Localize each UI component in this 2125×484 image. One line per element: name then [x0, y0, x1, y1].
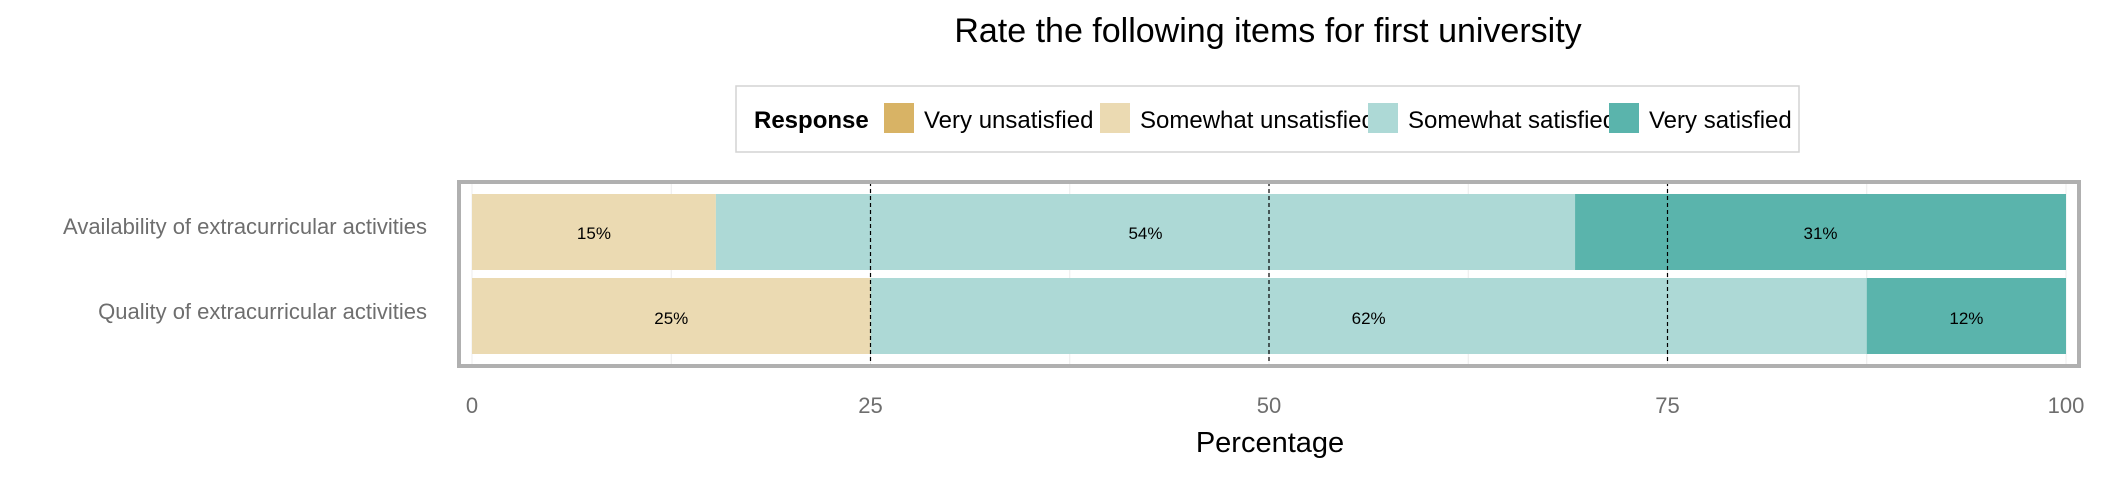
- x-tick-label: 0: [466, 393, 478, 418]
- bar-segment: [715, 194, 1576, 270]
- x-tick-label: 50: [1257, 393, 1281, 418]
- x-tick-label: 25: [858, 393, 882, 418]
- legend-label: Very unsatisfied: [924, 107, 1093, 134]
- bar-segment: [870, 278, 1867, 354]
- bar-segment: [1866, 278, 2066, 354]
- x-axis-title: Percentage: [1196, 427, 1344, 459]
- legend-label: Very satisfied: [1649, 107, 1792, 134]
- data-label: 25%: [654, 309, 688, 328]
- data-label: 62%: [1352, 309, 1386, 328]
- data-label: 31%: [1804, 224, 1838, 243]
- category-label: Quality of extracurricular activities: [98, 299, 427, 324]
- bar-segment: [472, 278, 871, 354]
- legend: Response Very unsatisfied Somewhat unsati…: [735, 85, 1800, 153]
- data-label: 12%: [1949, 309, 1983, 328]
- plot-frame: [457, 180, 2081, 368]
- legend-swatch: [1609, 103, 1639, 133]
- legend-swatch: [1100, 103, 1130, 133]
- chart-title: Rate the following items for first unive…: [954, 12, 1581, 50]
- x-tick-label: 100: [2048, 393, 2085, 418]
- legend-swatch: [1368, 103, 1398, 133]
- legend-label: Somewhat satisfied: [1408, 107, 1616, 134]
- legend-label: Somewhat unsatisfied: [1140, 107, 1375, 134]
- category-label: Availability of extracurricular activiti…: [63, 214, 427, 239]
- x-tick-label: 75: [1655, 393, 1679, 418]
- data-label: 15%: [577, 224, 611, 243]
- bar-segment: [472, 194, 716, 270]
- bar-segment: [1575, 194, 2066, 270]
- legend-title: Response: [754, 107, 869, 134]
- data-label: 54%: [1128, 224, 1162, 243]
- legend-swatch: [884, 103, 914, 133]
